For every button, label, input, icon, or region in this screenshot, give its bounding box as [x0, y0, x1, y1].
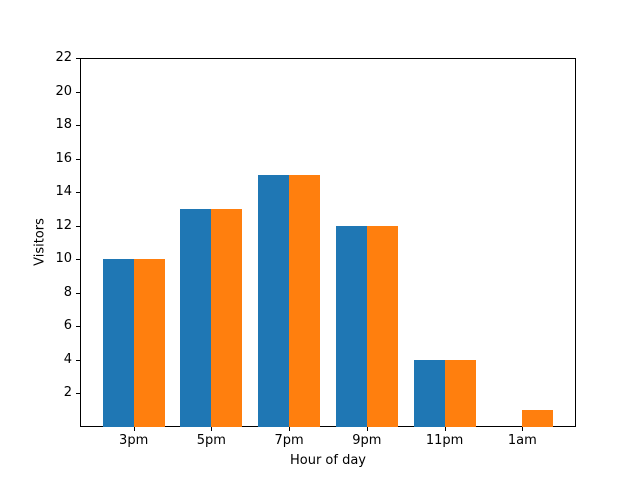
- blue-series-bar: [180, 208, 212, 427]
- blue-series-bar: [335, 225, 367, 427]
- y-tick-mark: [76, 158, 80, 160]
- orange-series-bar: [133, 259, 165, 427]
- orange-series-bar: [289, 175, 321, 427]
- y-tick-mark: [76, 192, 80, 194]
- blue-series-bar: [102, 259, 134, 427]
- y-tick-label: 10: [55, 251, 72, 267]
- y-tick-label: 12: [55, 217, 72, 233]
- x-tick-label: 3pm: [119, 433, 149, 448]
- x-tick-mark: [289, 427, 291, 431]
- x-tick-mark: [366, 427, 368, 431]
- x-axis-label: Hour of day: [289, 453, 367, 468]
- orange-series-bar: [366, 225, 398, 427]
- x-tick-label: 11pm: [425, 433, 464, 448]
- y-tick-label: 6: [63, 318, 72, 334]
- blue-series-bar: [413, 359, 445, 427]
- y-tick-label: 22: [55, 50, 72, 65]
- y-tick-mark: [76, 292, 80, 294]
- y-tick-mark: [76, 125, 80, 127]
- y-tick-label: 18: [55, 117, 72, 133]
- x-tick-mark: [211, 427, 213, 431]
- blue-series-bar: [258, 175, 290, 427]
- y-tick-mark: [76, 359, 80, 361]
- x-tick-mark: [133, 427, 135, 431]
- y-tick-label: 16: [55, 150, 72, 166]
- x-tick-label: 9pm: [352, 433, 382, 448]
- bar-layer: [80, 58, 576, 427]
- y-tick-label: 14: [55, 184, 72, 200]
- y-tick-mark: [76, 91, 80, 93]
- y-tick-mark: [76, 225, 80, 227]
- y-tick-label: 4: [63, 351, 72, 367]
- x-tick-label: 5pm: [196, 433, 226, 448]
- y-tick-mark: [76, 58, 80, 59]
- y-tick-label: 20: [55, 83, 72, 99]
- orange-series-bar: [444, 359, 476, 427]
- y-tick-mark: [76, 259, 80, 261]
- y-axis-label: Visitors: [32, 218, 48, 266]
- y-tick-mark: [76, 326, 80, 328]
- y-tick-label: 2: [63, 385, 72, 401]
- x-tick-mark: [522, 427, 524, 431]
- x-tick-mark: [444, 427, 446, 431]
- y-tick-label: 8: [63, 284, 72, 300]
- y-tick-mark: [76, 393, 80, 395]
- x-tick-label: 1am: [507, 433, 537, 448]
- x-tick-label: 7pm: [274, 433, 304, 448]
- orange-series-bar: [522, 410, 554, 427]
- orange-series-bar: [211, 208, 243, 427]
